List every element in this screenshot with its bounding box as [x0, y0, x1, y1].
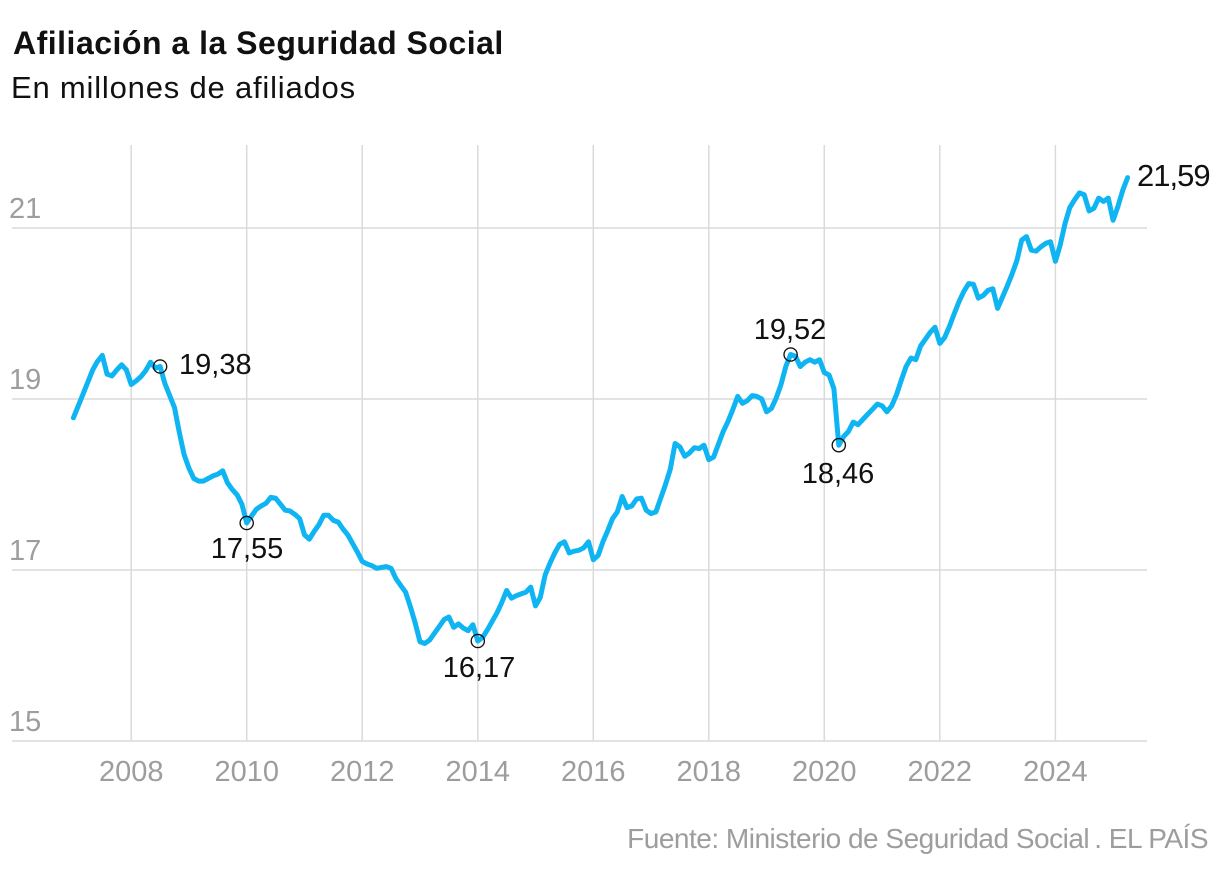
- svg-text:2008: 2008: [99, 756, 164, 788]
- svg-text:Afiliación a la Seguridad Soci: Afiliación a la Seguridad Social: [13, 25, 504, 61]
- svg-text:2012: 2012: [330, 756, 395, 788]
- svg-text:19,38: 19,38: [179, 349, 252, 381]
- svg-text:21,59: 21,59: [1137, 158, 1210, 193]
- svg-text:17,55: 17,55: [211, 533, 284, 565]
- svg-text:19: 19: [9, 364, 41, 396]
- svg-text:2010: 2010: [214, 756, 279, 788]
- svg-text:En millones de afiliados: En millones de afiliados: [11, 70, 356, 105]
- svg-text:Fuente: Ministerio de Segurida: Fuente: Ministerio de Seguridad Social .…: [627, 823, 1208, 854]
- svg-text:2022: 2022: [908, 756, 973, 788]
- svg-text:17: 17: [9, 535, 41, 567]
- svg-text:2024: 2024: [1023, 756, 1088, 788]
- svg-text:15: 15: [9, 706, 41, 738]
- svg-text:2018: 2018: [677, 756, 742, 788]
- svg-text:21: 21: [9, 193, 41, 225]
- svg-text:16,17: 16,17: [443, 652, 516, 684]
- svg-text:2016: 2016: [561, 756, 626, 788]
- svg-text:2014: 2014: [446, 756, 511, 788]
- svg-text:19,52: 19,52: [754, 314, 827, 346]
- svg-text:2020: 2020: [792, 756, 857, 788]
- svg-text:18,46: 18,46: [802, 458, 875, 490]
